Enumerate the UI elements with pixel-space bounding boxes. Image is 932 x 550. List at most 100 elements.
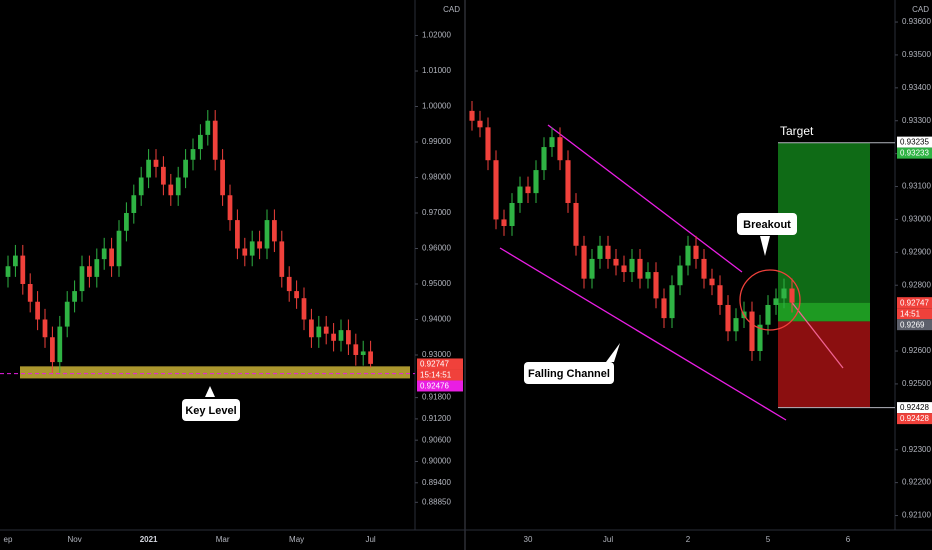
candle-body [685,245,691,266]
y-tick-label: 0.93100 [902,182,931,191]
price-label-box [897,147,932,159]
candle-body [541,147,547,171]
x-tick-label: 5 [766,535,771,544]
candle-body [765,304,771,325]
price-label-box [417,358,463,370]
candle-body [5,266,11,277]
candle-body [661,298,667,319]
annotation-label: Key Level [185,405,236,417]
x-tick-label: 30 [524,535,533,544]
price-label: 0.92747 [900,298,929,307]
y-tick-label: 0.92500 [902,379,931,388]
candle-body [533,170,539,194]
candle-body [360,351,366,355]
annotation-box [737,213,797,235]
candle-body [72,291,77,302]
price-label: 0.92428 [900,414,929,423]
candle-body [64,301,70,327]
y-tick-label: 0.99000 [422,137,451,146]
y-tick-label: 0.92100 [902,511,931,520]
y-tick-label: 0.92900 [902,247,931,256]
candle-body [198,134,203,150]
candle-body [205,120,211,135]
candle-body [279,241,285,277]
annotation-box [524,362,614,384]
stop-zone [778,321,870,408]
candle-body [749,311,755,352]
x-tick-label: 2021 [140,535,158,544]
candle-body [557,137,563,161]
y-tick-label: 0.95000 [422,279,451,288]
price-label-box [897,136,932,148]
candle-body [669,285,675,319]
target-label: Target [780,124,814,138]
candle-body [87,266,92,277]
annotation-box [182,399,240,421]
candle-body [605,245,611,259]
y-tick-label: 0.92300 [902,445,931,454]
x-tick-label: Nov [67,535,81,544]
candle-body [57,326,63,363]
candle-body [501,219,507,227]
candle-body [131,195,137,213]
candle-body [316,326,322,338]
candle-body [781,288,787,299]
candle-body [701,258,707,279]
price-label: 0.92428 [900,403,929,412]
candle-body [573,202,579,246]
candle-body [35,301,40,320]
candle-body [525,186,531,194]
candle-body [368,351,373,364]
y-tick-label: 0.93600 [902,17,931,26]
candle-body [50,337,55,363]
candle-body [249,241,255,256]
y-tick-label: 0.92200 [902,478,931,487]
candle-body [227,195,233,221]
y-tick-label: 0.97000 [422,208,451,217]
y-tick-label: 0.90000 [422,457,451,466]
candle-body [20,255,26,284]
candle-body [717,285,723,305]
y-tick-label: 1.01000 [422,66,451,75]
price-label: 15:14:51 [420,371,452,380]
y-tick-label: 0.93000 [902,215,931,224]
price-label: 0.92476 [420,382,449,391]
price-label-box [897,413,932,425]
candle-body [272,220,277,242]
candle-body [323,326,329,334]
x-tick-label: May [289,535,304,544]
price-label-box [417,369,463,381]
candle-body [517,186,523,203]
candle-body [629,258,635,273]
candle-body [733,318,739,332]
candle-body [161,166,166,185]
price-label: 0.93235 [900,138,929,147]
projection-line [789,299,844,369]
currency-label: CAD [443,5,460,14]
x-tick-label: Mar [216,535,230,544]
y-tick-label: 0.89400 [422,478,451,487]
candle-body [257,241,262,249]
candle-body [190,149,196,160]
candle-body [653,272,659,299]
candle-body [42,319,48,338]
annotation-pointer [205,386,215,397]
y-tick-label: 0.93000 [422,350,451,359]
x-tick-label: Jul [365,535,375,544]
candle-body [477,120,483,128]
candle-body [621,265,627,273]
price-label-box [897,402,932,414]
y-tick-label: 0.91800 [422,393,451,402]
candle-body [677,265,683,286]
candle-body [637,258,643,279]
candle-body [773,298,779,305]
candle-body [725,304,731,332]
y-tick-label: 0.96000 [422,244,451,253]
candle-body [116,230,122,267]
price-label-box [897,297,932,309]
candle-body [168,184,174,196]
annotation-pointer [606,343,620,362]
y-tick-label: 0.91200 [422,414,451,423]
